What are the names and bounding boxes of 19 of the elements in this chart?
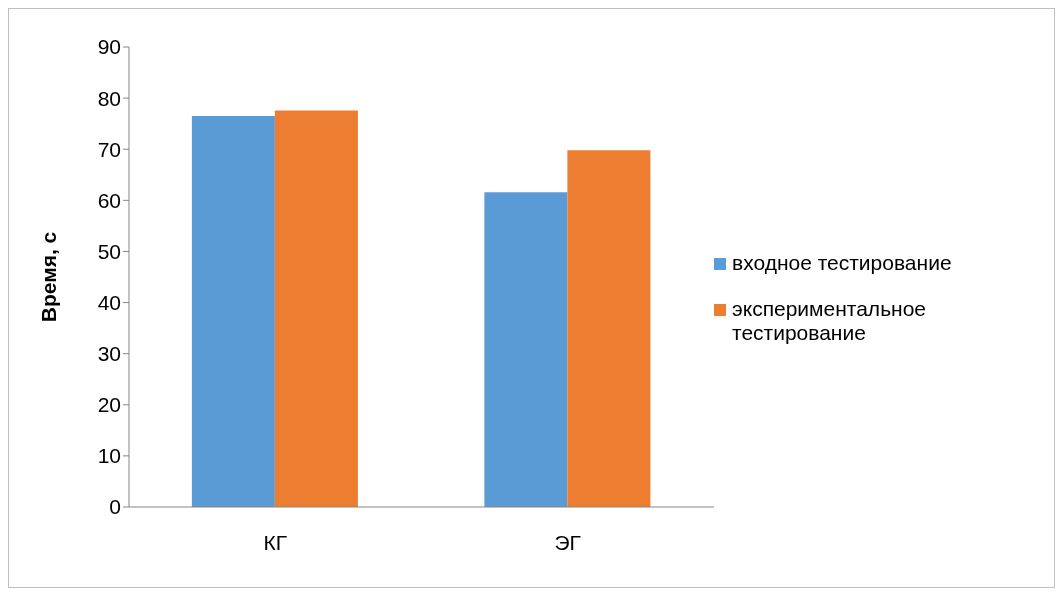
y-axis-title: Время, с <box>37 231 61 323</box>
x-tick-label: ЭГ <box>554 530 581 554</box>
legend-label: экспериментальное тестирование <box>732 297 928 345</box>
y-tick-label: 20 <box>97 393 121 417</box>
y-tick-label: 60 <box>97 188 121 212</box>
legend-label: входное тестирование <box>732 251 952 275</box>
bar <box>484 192 568 507</box>
y-tick-label: 40 <box>97 291 121 315</box>
y-tick-label: 0 <box>109 495 121 519</box>
y-tick-label: 10 <box>97 444 121 468</box>
bar <box>274 110 358 507</box>
bar <box>567 150 651 507</box>
x-tick-label: КГ <box>263 530 288 554</box>
bar <box>191 116 275 507</box>
y-tick-label: 70 <box>97 137 121 161</box>
y-tick-label: 30 <box>97 342 121 366</box>
y-tick-label: 80 <box>97 86 121 110</box>
y-tick-label: 90 <box>97 35 121 59</box>
y-tick-label: 50 <box>97 239 121 263</box>
